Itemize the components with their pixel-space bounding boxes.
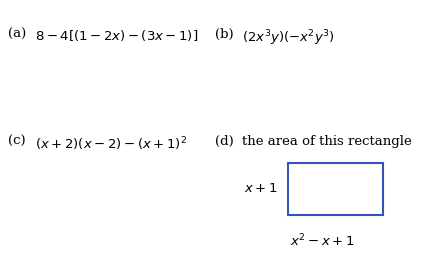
Text: $(x+2)(x-2)-(x+1)^2$: $(x+2)(x-2)-(x+1)^2$: [35, 135, 187, 153]
Text: $(2x^3y)(-x^2y^3)$: $(2x^3y)(-x^2y^3)$: [242, 28, 335, 48]
Text: (b): (b): [215, 28, 234, 41]
Text: (d): (d): [215, 135, 234, 148]
Text: $8-4[(1-2x)-(3x-1)]$: $8-4[(1-2x)-(3x-1)]$: [35, 28, 198, 43]
Text: $x+1$: $x+1$: [244, 183, 278, 196]
Bar: [288, 163, 383, 215]
Text: the area of this rectangle: the area of this rectangle: [242, 135, 412, 148]
Text: $x^2-x+1$: $x^2-x+1$: [290, 233, 354, 250]
Text: (c): (c): [8, 135, 26, 148]
Text: (a): (a): [8, 28, 26, 41]
